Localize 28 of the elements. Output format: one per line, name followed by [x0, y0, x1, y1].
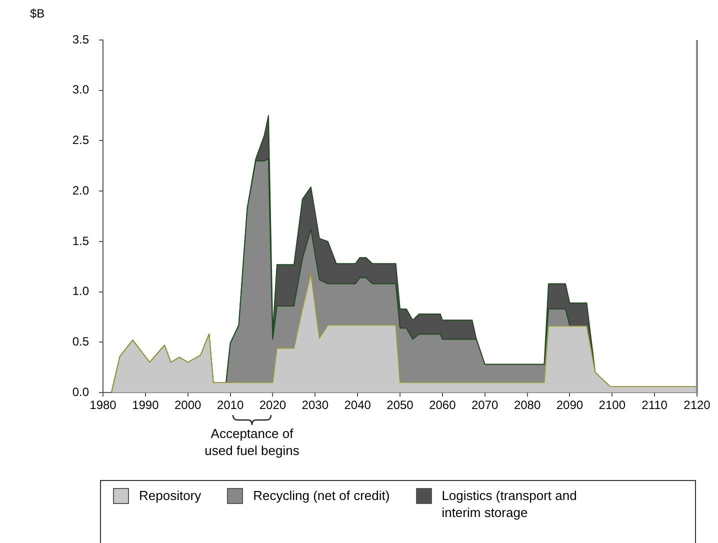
y-tick-label: 1.5 — [72, 234, 90, 248]
y-tick-label: 2.0 — [72, 183, 90, 198]
x-tick-label: 2090 — [556, 398, 584, 412]
x-tick-label: 2100 — [598, 398, 626, 412]
x-tick-label: 1980 — [90, 398, 117, 412]
legend-label: Repository — [139, 487, 202, 504]
x-tick-label: 2050 — [386, 398, 414, 412]
x-tick-label: 2110 — [642, 398, 668, 412]
legend-label: Logistics (transport and interim storage — [442, 487, 578, 521]
y-tick-label: 0.0 — [72, 384, 90, 399]
x-tick-label: 2010 — [216, 398, 244, 412]
legend-label: Recycling (net of credit) — [253, 487, 390, 504]
y-tick-label: 3.0 — [72, 82, 90, 97]
x-tick-label: 2060 — [429, 398, 456, 412]
x-tick-label: 2040 — [344, 398, 372, 412]
y-tick-label: 2.5 — [72, 133, 90, 148]
y-tick-label: 1.0 — [72, 284, 90, 298]
text: Acceptance of used fuel begins — [204, 424, 300, 459]
x-tick-label: 2080 — [514, 398, 541, 412]
y-tick-label: 0.5 — [72, 334, 90, 349]
y-tick-label: 3.5 — [72, 32, 90, 46]
x-tick-label: 1990 — [132, 398, 160, 412]
y-axis-title: $B — [30, 6, 45, 20]
x-tick-label: 2070 — [472, 398, 499, 412]
x-tick-label: 2120 — [684, 398, 711, 412]
x-tick-label: 2000 — [174, 398, 202, 412]
x-tick-label: 2030 — [302, 398, 329, 412]
x-tick-label: 2020 — [259, 398, 286, 412]
